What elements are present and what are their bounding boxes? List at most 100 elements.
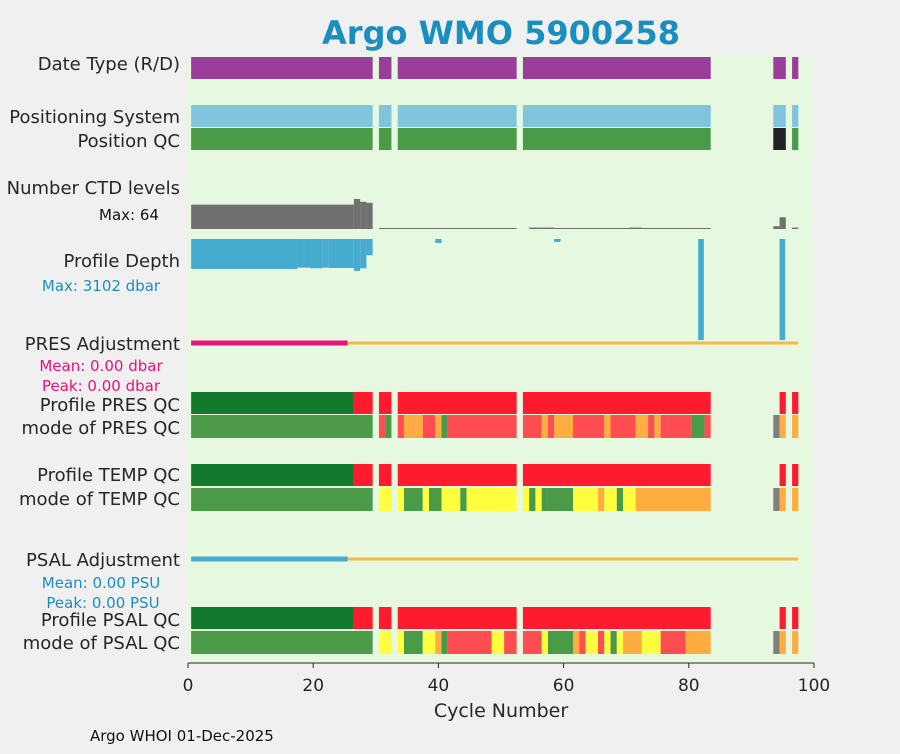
mode-temp-qc-bar — [447, 488, 461, 511]
profile-psal-qc-bar — [397, 607, 517, 629]
mode-temp-qc-bar — [616, 488, 624, 511]
mode-psal-qc-bar — [604, 631, 611, 654]
x-tick-label: 0 — [183, 676, 194, 696]
position-qc-bar — [773, 128, 786, 150]
mode-psal-qc-bar — [572, 631, 580, 654]
mode-psal-qc-bar — [422, 631, 436, 654]
positioning-system-bar — [522, 105, 711, 127]
mode-pres-qc-bar — [654, 415, 661, 438]
mode-psal-qc-bar — [610, 631, 617, 654]
ctd-level-bar — [191, 204, 354, 230]
mode-pres-qc-bar — [604, 415, 611, 438]
mode-psal-qc-bar — [522, 631, 542, 654]
mode-pres-qc-bar — [779, 415, 786, 438]
mode-pres-qc-bar — [554, 415, 573, 438]
mode-temp-qc-bar — [466, 488, 517, 511]
profile-psal-qc-bar — [353, 607, 373, 629]
mode-psal-qc-bar — [541, 631, 548, 654]
mode-pres-qc-bar — [704, 415, 711, 438]
ctd-max-annotation: Max: 64 — [99, 206, 159, 224]
mode-temp-qc-bar — [598, 488, 605, 511]
mode-temp-qc-bar — [378, 488, 392, 511]
profile-depth-bar — [360, 239, 367, 269]
mode-pres-qc-bar — [191, 415, 373, 438]
profile-psal-qc-bar — [792, 607, 799, 629]
mode-psal-qc-bar — [435, 631, 442, 654]
profile-depth-bar — [328, 239, 354, 268]
positioning-system-bar — [397, 105, 517, 127]
mode-pres-qc-bar — [447, 415, 517, 438]
profile-psal-qc-bar — [522, 607, 711, 629]
profile-pres-qc-bar — [522, 392, 711, 414]
mode-temp-qc-bar — [779, 488, 786, 511]
depth-max-annotation: Max: 3102 dbar — [42, 277, 161, 295]
mode-psal-qc-bar — [685, 631, 711, 654]
profile-depth-bar — [366, 239, 373, 256]
mode-temp-qc-bar — [773, 488, 780, 511]
profile-temp-qc-bar — [522, 464, 711, 486]
mode-pres-qc-bar — [648, 415, 655, 438]
mode-psal-qc-bar — [585, 631, 599, 654]
mode-psal-qc-bar — [779, 631, 786, 654]
mode-temp-qc-bar — [792, 488, 799, 511]
mode-pres-qc-bar — [635, 415, 649, 438]
mode-pres-qc-bar — [385, 415, 392, 438]
label-pres-adjustment: PRES Adjustment — [25, 334, 180, 355]
mode-temp-qc-bar — [547, 488, 573, 511]
mode-psal-qc-bar — [579, 631, 586, 654]
mode-temp-qc-bar — [541, 488, 548, 511]
mode-psal-qc-bar — [441, 631, 448, 654]
date-type-bar — [773, 57, 786, 79]
mode-pres-qc-bar — [541, 415, 548, 438]
mode-temp-qc-bar — [604, 488, 617, 511]
ctd-level-bar — [529, 227, 542, 229]
mode-pres-qc-bar — [403, 415, 423, 438]
mode-pres-qc-bar — [422, 415, 436, 438]
ctd-level-bar — [541, 227, 555, 229]
ctd-level-bar — [629, 227, 642, 229]
profile-depth-bar — [698, 239, 704, 340]
ctd-level-bar — [378, 228, 517, 229]
date-type-bar — [792, 57, 799, 79]
mode-psal-qc-bar — [491, 631, 505, 654]
mode-psal-qc-bar — [191, 631, 373, 654]
profile-temp-qc-bar — [397, 464, 517, 486]
mode-temp-qc-bar — [579, 488, 599, 511]
chart-title: Argo WMO 5900258 — [322, 14, 680, 52]
profile-depth-bar — [322, 239, 329, 268]
annotations: Max: 64 Max: 3102 dbar Mean: 0.00 dbar P… — [39, 206, 163, 612]
position-qc-bar — [792, 128, 799, 150]
mode-temp-qc-bar — [441, 488, 448, 511]
mode-pres-qc-bar — [773, 415, 780, 438]
positioning-system-bar — [378, 105, 392, 127]
label-date-type: Date Type (R/D) — [38, 54, 180, 75]
mode-pres-qc-bar — [441, 415, 448, 438]
mode-temp-qc-bar — [572, 488, 580, 511]
profile-pres-qc-bar — [353, 392, 373, 414]
mode-pres-qc-bar — [792, 415, 799, 438]
mode-psal-qc-bar — [623, 631, 642, 654]
row-labels: Date Type (R/D) Positioning System Posit… — [7, 54, 180, 654]
mode-pres-qc-bar — [572, 415, 605, 438]
mode-psal-qc-bar — [378, 631, 392, 654]
mode-psal-qc-bar — [403, 631, 423, 654]
profile-pres-qc-bar — [779, 392, 786, 414]
label-position-qc: Position QC — [77, 131, 180, 152]
profile-depth-bar — [353, 239, 361, 271]
x-axis-label: Cycle Number — [434, 700, 568, 722]
profile-pres-qc-bar — [792, 392, 799, 414]
profile-temp-qc-bar — [378, 464, 392, 486]
mode-psal-qc-bar — [547, 631, 573, 654]
profile-temp-qc-bar — [792, 464, 799, 486]
profile-temp-qc-bar — [779, 464, 786, 486]
mode-psal-qc-bar — [598, 631, 605, 654]
profile-psal-qc-bar — [779, 607, 786, 629]
profile-depth-bar — [297, 239, 311, 268]
mode-psal-qc-bar — [792, 631, 799, 654]
mode-psal-qc-bar — [397, 631, 404, 654]
x-tick-label: 20 — [302, 676, 324, 696]
psal-adjustment-line — [191, 556, 348, 562]
footer-credit: Argo WHOI 01-Dec-2025 — [90, 727, 274, 745]
mode-pres-qc-bar — [378, 415, 386, 438]
